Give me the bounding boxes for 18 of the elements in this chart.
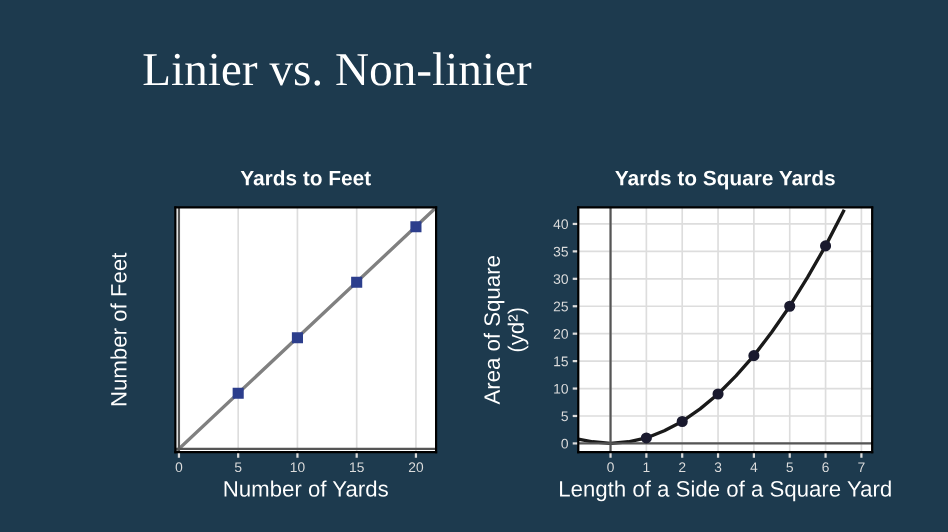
point xyxy=(712,388,724,400)
point xyxy=(291,332,303,344)
y-axis-title: Area of Square (yd²) xyxy=(483,256,529,405)
chart-title: Yards to Square Yards xyxy=(615,170,835,190)
point xyxy=(748,350,760,362)
point xyxy=(232,387,244,399)
point xyxy=(784,300,796,312)
line-series xyxy=(578,209,846,446)
point xyxy=(351,276,363,288)
point xyxy=(820,240,832,252)
point xyxy=(410,221,422,233)
text: Linier vs. Non-linier xyxy=(143,52,532,86)
chart-title: Yards to Feet xyxy=(240,170,371,186)
x-axis-title: Number of Yards xyxy=(224,480,388,497)
point xyxy=(640,432,652,444)
x-axis-title: Length of a Side of a Square Yard xyxy=(560,480,891,502)
point xyxy=(676,415,688,428)
y-axis-title: Number of Feet xyxy=(110,252,127,406)
